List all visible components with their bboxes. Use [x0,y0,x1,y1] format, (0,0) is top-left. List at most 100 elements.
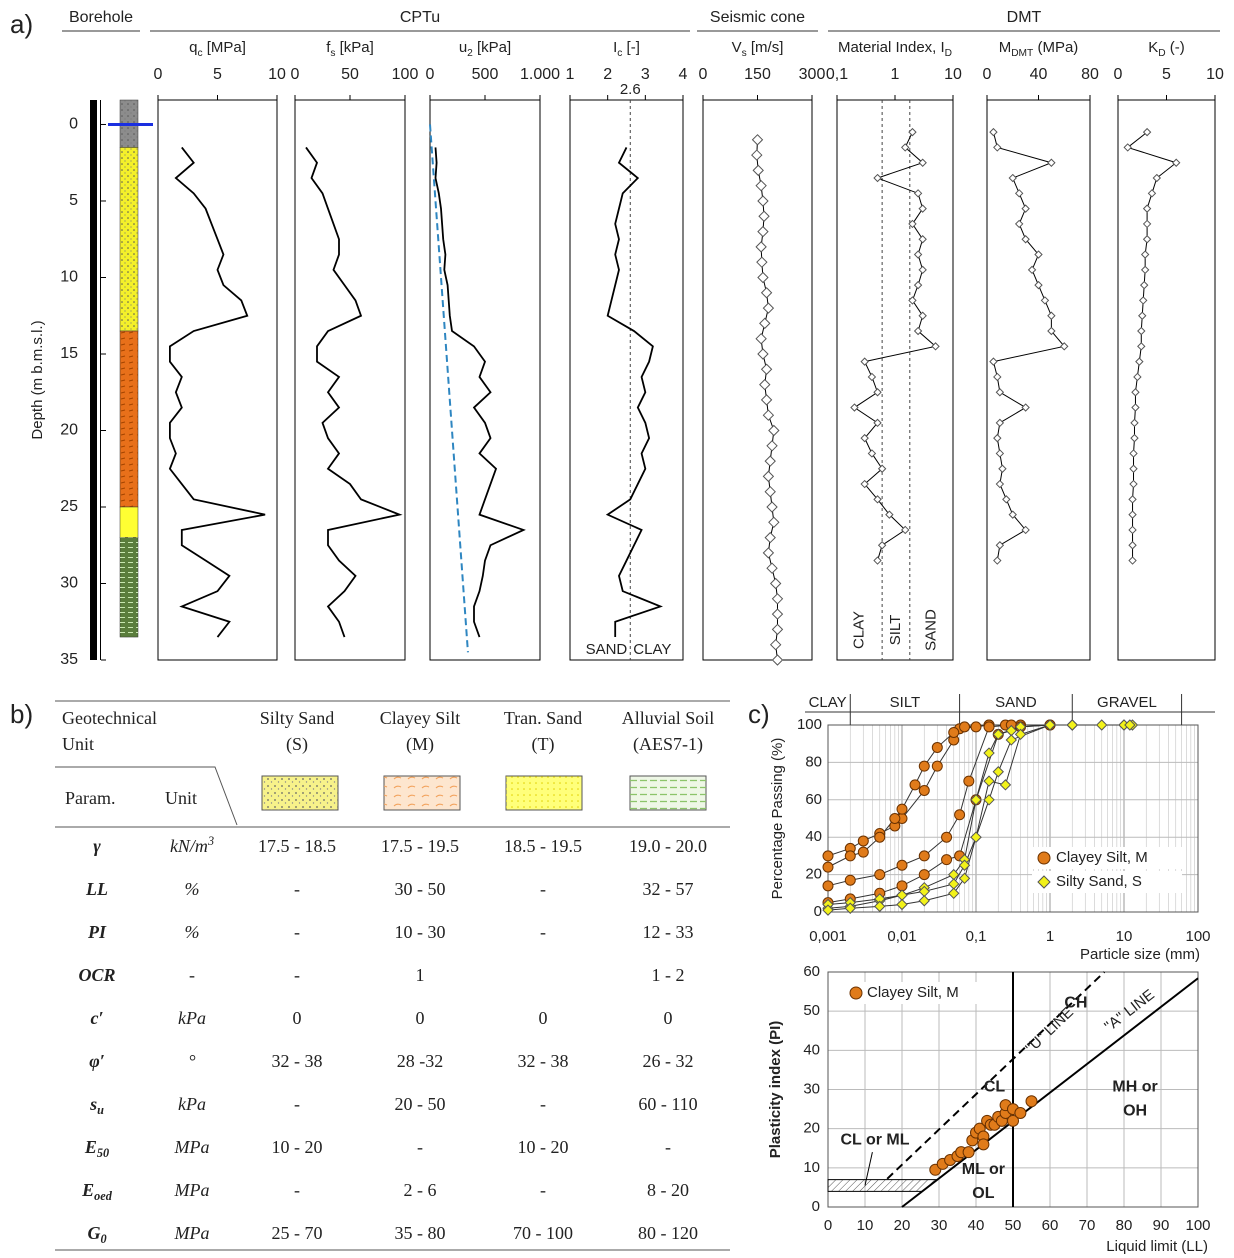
marker [1034,280,1043,290]
marker [760,363,773,375]
marker [958,859,971,871]
track-title: MDMT (MPa) [999,39,1079,59]
x-tick-label: 10 [1116,928,1133,945]
row-unit: % [185,879,200,899]
region-label: CL [984,1078,1006,1095]
track-title-part: (MPa) [1033,39,1078,56]
depth-bar-inner [97,100,100,660]
y-axis-title: Depth (m b.m.s.l.) [29,320,46,439]
table-cell: 80 - 120 [638,1223,698,1243]
table-cell: 60 - 110 [638,1094,697,1114]
track-title-part: u [459,39,467,56]
marker [759,317,771,330]
row-param-part: E [84,1137,97,1157]
marker [896,880,908,892]
y-tick-label: 0 [814,903,822,920]
row-unit: MPa [174,1137,210,1157]
table-cell: 0 [416,1008,425,1028]
x-tick-label: 70 [1079,1217,1096,1234]
zone-label: SAND [995,694,1037,711]
row-param: OCR [78,965,115,985]
table-cell: 19.0 - 20.0 [629,836,707,856]
y-tick-label: 30 [60,575,78,592]
track-title-part: [m/s] [747,39,784,56]
marker [1034,250,1043,259]
x-tick-label: 0 [983,66,992,83]
panel-label: a) [10,9,33,39]
row-unit: kPa [178,1008,206,1028]
profile-line [168,146,266,638]
marker [995,418,1005,428]
marker [1139,296,1148,305]
marker [873,173,882,183]
marker [989,127,998,137]
marker [873,556,882,565]
row-unit-part: - [189,965,195,985]
marker [889,813,901,824]
marker [857,835,869,847]
marker [766,501,778,513]
row-param-part: 0 [100,1232,106,1246]
swatch-texture [384,776,460,810]
table-cell: 28 -32 [397,1051,444,1071]
region-label: OH [1123,1102,1147,1119]
track-title: u2 [kPa] [459,39,511,59]
marker [913,189,923,198]
marker [1047,326,1056,336]
profile-line [605,147,663,638]
zone-label: CLAY [851,611,868,649]
x-tick-label: 1 [891,66,900,83]
marker [948,887,960,900]
x-axis-title: Particle size (mm) [1080,946,1200,963]
table-cell: 8 - 20 [647,1180,689,1200]
table-cell: - [294,1094,300,1114]
marker [1130,418,1139,428]
marker [1137,326,1146,336]
x-tick-label: 0 [291,66,300,83]
table-cell: - [540,1180,546,1200]
track-frame [157,99,278,661]
marker [755,179,767,192]
track-title-part: DMT [1011,48,1033,59]
marker [757,348,769,360]
x-tick-label: 500 [472,66,499,83]
marker [993,433,1002,443]
marker [1014,1107,1027,1119]
row-unit: kN/m3 [170,834,214,856]
marker [918,850,930,862]
x-tick-label: 80 [1116,1217,1133,1234]
marker [931,760,943,772]
track-title-part: [kPa] [335,39,373,56]
row-unit: % [185,922,200,942]
zone-label: CLAY [809,694,847,711]
marker [901,525,910,535]
marker [873,495,882,504]
marker [918,158,927,167]
marker [1139,280,1149,290]
marker [757,271,769,284]
x-tick-label: 5 [1162,66,1171,83]
track-title: qc [MPa] [189,39,246,59]
header-divider [55,766,238,826]
column-header: (M) [406,734,434,755]
marker [766,440,778,452]
marker [1142,219,1152,229]
header-unit: Unit [165,788,197,808]
table-cell: 32 - 38 [518,1051,569,1071]
marker [913,280,923,290]
x-tick-label: 0,001 [809,928,847,945]
y-tick-label: 15 [60,345,78,362]
marker [908,296,917,305]
marker [844,874,856,886]
track-title-part: c [197,48,202,59]
marker [941,831,953,843]
x-tick-label: 0 [426,66,435,83]
marker [822,861,834,873]
marker [918,265,927,275]
marker [918,760,930,772]
column-header: Tran. Sand [504,708,582,728]
track-title-part: 2 [467,48,473,59]
x-tick-label: 50 [1005,1217,1022,1234]
marker [771,593,784,605]
table-cell: - [294,965,300,985]
